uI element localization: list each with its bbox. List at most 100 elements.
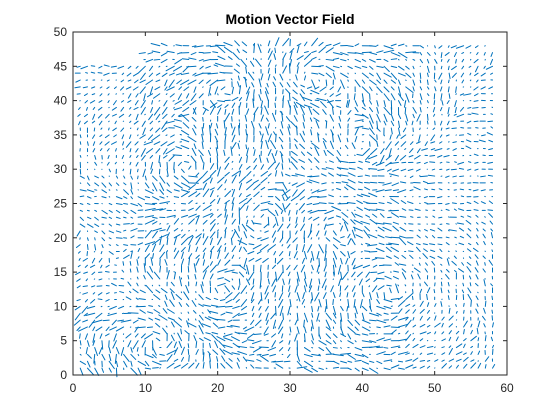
vector-arrow (83, 93, 88, 97)
vector-arrow (147, 134, 154, 140)
vector-arrow (86, 244, 89, 251)
vector-arrow (152, 227, 162, 232)
vector-arrow (216, 123, 219, 129)
vector-arrow (265, 139, 269, 150)
vector-arrow (246, 205, 249, 211)
vector-arrow (346, 201, 356, 204)
vector-arrow (488, 139, 494, 143)
vector-arrow (267, 203, 274, 205)
vector-arrow (482, 233, 486, 239)
vector-arrow (289, 326, 292, 333)
vector-arrow (453, 255, 457, 259)
vector-arrow (152, 353, 157, 359)
vector-arrow (98, 120, 103, 126)
vector-arrow (361, 100, 366, 107)
vector-arrow (426, 72, 429, 78)
vector-arrow (293, 101, 298, 108)
vector-arrow (181, 182, 191, 188)
vector-arrow (440, 52, 443, 59)
vector-arrow (426, 359, 431, 362)
vector-arrow (308, 158, 313, 163)
vector-arrow (293, 104, 298, 115)
vector-arrow (217, 176, 225, 184)
vector-arrow (90, 71, 96, 74)
vector-arrow (296, 182, 305, 188)
vector-arrow (362, 148, 371, 156)
vector-arrow (396, 134, 399, 139)
vector-arrow (134, 333, 139, 338)
vector-arrow (119, 291, 125, 294)
vector-arrow (295, 203, 298, 205)
vector-arrow (76, 65, 81, 68)
vector-arrow (317, 305, 320, 312)
vector-arrow (458, 208, 465, 211)
vector-arrow (275, 305, 277, 316)
vector-arrow (451, 65, 457, 71)
vector-arrow (164, 294, 168, 301)
vector-arrow (473, 86, 479, 91)
vector-arrow (282, 278, 285, 286)
vector-arrow (256, 359, 262, 362)
vector-arrow (376, 299, 380, 304)
vector-arrow (440, 79, 443, 85)
vector-arrow (108, 244, 112, 246)
vector-arrow (390, 351, 396, 355)
vector-arrow (192, 128, 197, 136)
y-tick-label: 15 (54, 265, 68, 279)
vector-arrow (385, 255, 392, 259)
vector-arrow (253, 179, 259, 184)
vector-arrow (368, 285, 371, 288)
vector-arrow (225, 292, 233, 299)
vector-arrow (303, 333, 306, 343)
vector-arrow (208, 86, 211, 97)
vector-arrow (175, 72, 182, 76)
vector-arrow (202, 352, 205, 362)
vector-arrow (108, 367, 112, 373)
x-tick-label: 20 (211, 381, 225, 395)
vector-arrow (279, 151, 284, 156)
vector-arrow (318, 257, 320, 267)
vector-arrow (340, 312, 343, 322)
vector-arrow (398, 43, 405, 47)
vector-arrow (354, 359, 362, 362)
vector-arrow (441, 322, 444, 328)
vector-arrow (361, 127, 370, 130)
vector-arrow (217, 236, 222, 246)
vector-arrow (288, 92, 291, 102)
vector-arrow (480, 175, 486, 178)
vector-arrow (217, 277, 224, 280)
vector-arrow (220, 86, 226, 91)
vector-arrow (288, 216, 291, 222)
vector-arrow (412, 65, 415, 70)
vector-arrow (266, 82, 269, 88)
vector-arrow (98, 347, 103, 355)
vector-arrow (383, 49, 395, 54)
vector-arrow (467, 287, 472, 294)
vector-arrow (243, 257, 248, 268)
y-tick-label: 10 (54, 299, 68, 313)
vector-arrow (354, 43, 360, 47)
vector-arrow (149, 127, 154, 132)
vector-arrow (434, 359, 439, 362)
vector-arrow (155, 127, 161, 133)
vector-arrow (488, 212, 494, 218)
vector-arrow (300, 165, 305, 170)
vector-arrow (344, 186, 349, 191)
vector-arrow (114, 161, 117, 165)
vector-arrow (354, 319, 361, 326)
vector-arrow (219, 348, 226, 355)
vector-arrow (217, 259, 221, 266)
vector-arrow (296, 43, 302, 47)
vector-arrow (227, 56, 233, 60)
vector-arrow (454, 269, 457, 273)
x-tick-label: 10 (139, 381, 153, 395)
vector-arrow (355, 234, 363, 239)
vector-arrow (461, 58, 465, 63)
vector-arrow (288, 285, 291, 292)
vector-arrow (340, 58, 347, 62)
vector-arrow (440, 65, 443, 70)
vector-arrow (311, 189, 320, 194)
vector-arrow (361, 72, 369, 79)
vector-arrow (309, 223, 313, 234)
vector-arrow (201, 133, 204, 143)
